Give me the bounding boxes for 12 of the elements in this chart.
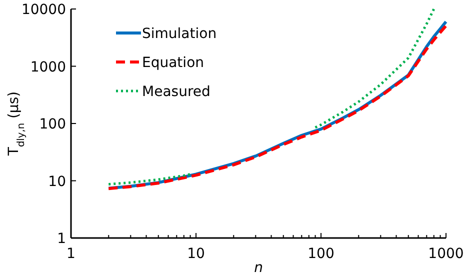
- legend-label: Measured: [142, 84, 210, 100]
- x-tick-label: 100: [308, 246, 334, 262]
- y-tick-label: 100: [39, 116, 66, 132]
- x-tick-label: 10: [187, 246, 205, 262]
- x-axis-title: n: [254, 260, 263, 276]
- y-tick-label: 1: [57, 231, 66, 247]
- legend-label: Equation: [142, 55, 204, 71]
- y-tick-label: 10: [48, 174, 66, 190]
- y-tick-label: 10000: [21, 2, 66, 18]
- legend-label: Simulation: [142, 26, 217, 42]
- x-tick-label: 1000: [428, 246, 464, 262]
- y-tick-label: 1000: [30, 59, 66, 76]
